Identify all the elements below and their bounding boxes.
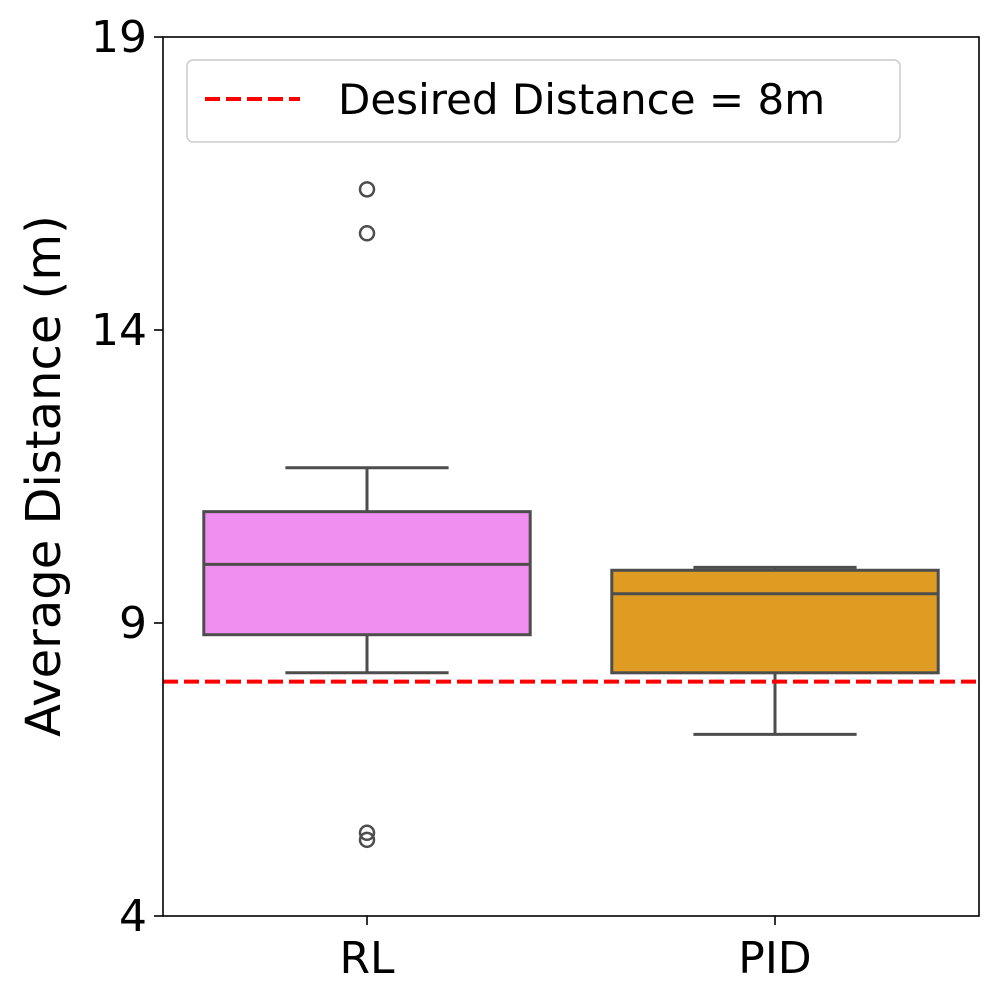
y-tick-label: 19 (91, 12, 147, 63)
legend-frame (186, 59, 901, 143)
outlier-point-rl (358, 225, 376, 242)
legend-reference-line-label: Desired Distance = 8m (338, 75, 825, 124)
x-axis: RL PID (339, 916, 812, 984)
plot-frame (162, 36, 980, 917)
box-group-pid (610, 565, 940, 736)
y-tick-label: 9 (119, 598, 147, 649)
y-tick-label: 14 (91, 305, 147, 356)
box-group-rl (202, 181, 532, 849)
y-axis-title: Average Distance (m) (16, 215, 72, 737)
x-tick-label-pid: PID (738, 933, 811, 984)
box-rl (202, 510, 532, 637)
outlier-point-rl (358, 831, 376, 849)
legend: Desired Distance = 8m (186, 59, 901, 143)
box-pid (610, 568, 940, 675)
y-tick-label: 4 (119, 891, 147, 942)
outlier-point-rl (358, 181, 376, 198)
y-axis: 4 9 14 19 (91, 12, 163, 942)
outlier-point-rl (358, 824, 376, 842)
x-tick-label-rl: RL (339, 933, 395, 984)
boxes-layer (202, 181, 940, 849)
